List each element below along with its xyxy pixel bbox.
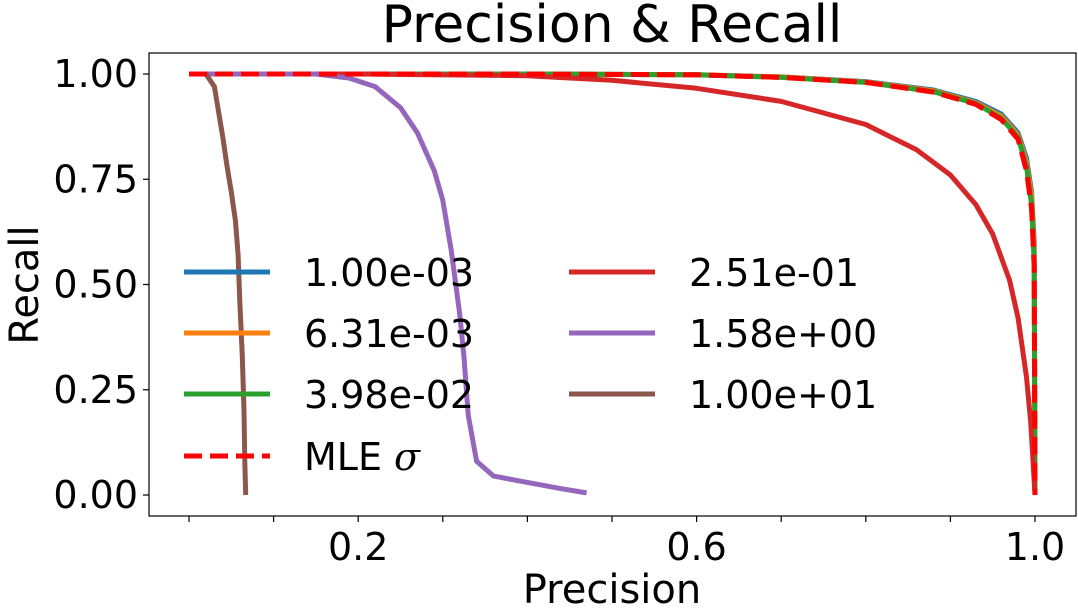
- x-tick-label: 0.6: [666, 525, 726, 569]
- legend-label: 3.98e-02: [304, 373, 474, 417]
- series-line-6: [189, 71, 249, 496]
- y-axis-ticks: 0.00 0.25 0.50 0.75 1.00: [53, 52, 149, 517]
- series-line-4: [189, 71, 1038, 496]
- x-tick-label: 0.2: [328, 525, 388, 569]
- chart-title: Precision & Recall: [382, 0, 843, 55]
- x-axis-ticks: 0.2 0.6 1.0: [188, 516, 1065, 569]
- series-line-5: [189, 71, 588, 496]
- x-tick-label: 1.0: [1005, 525, 1065, 569]
- series-layer: [189, 71, 1038, 496]
- legend-label: 1.58e+00: [689, 312, 877, 356]
- legend-label: 2.51e-01: [689, 251, 859, 295]
- legend-label: 1.00e+01: [689, 373, 877, 417]
- series-line-7: [189, 71, 1038, 496]
- y-tick-label: 0.50: [53, 263, 138, 307]
- y-tick-label: 0.75: [53, 157, 138, 201]
- y-tick-label: 1.00: [53, 52, 138, 96]
- legend-label: 1.00e-03: [304, 251, 474, 295]
- y-tick-label: 0.00: [53, 473, 138, 517]
- y-tick-label: 0.25: [53, 368, 138, 412]
- legend: 1.00e-03 6.31e-03 3.98e-02 MLE σ 2.51e-01 1.5…: [184, 251, 877, 479]
- x-axis-label: Precision: [523, 567, 701, 611]
- y-axis-label: Recall: [2, 225, 48, 344]
- legend-label: 6.31e-03: [304, 312, 474, 356]
- legend-label: MLE σ: [304, 435, 421, 479]
